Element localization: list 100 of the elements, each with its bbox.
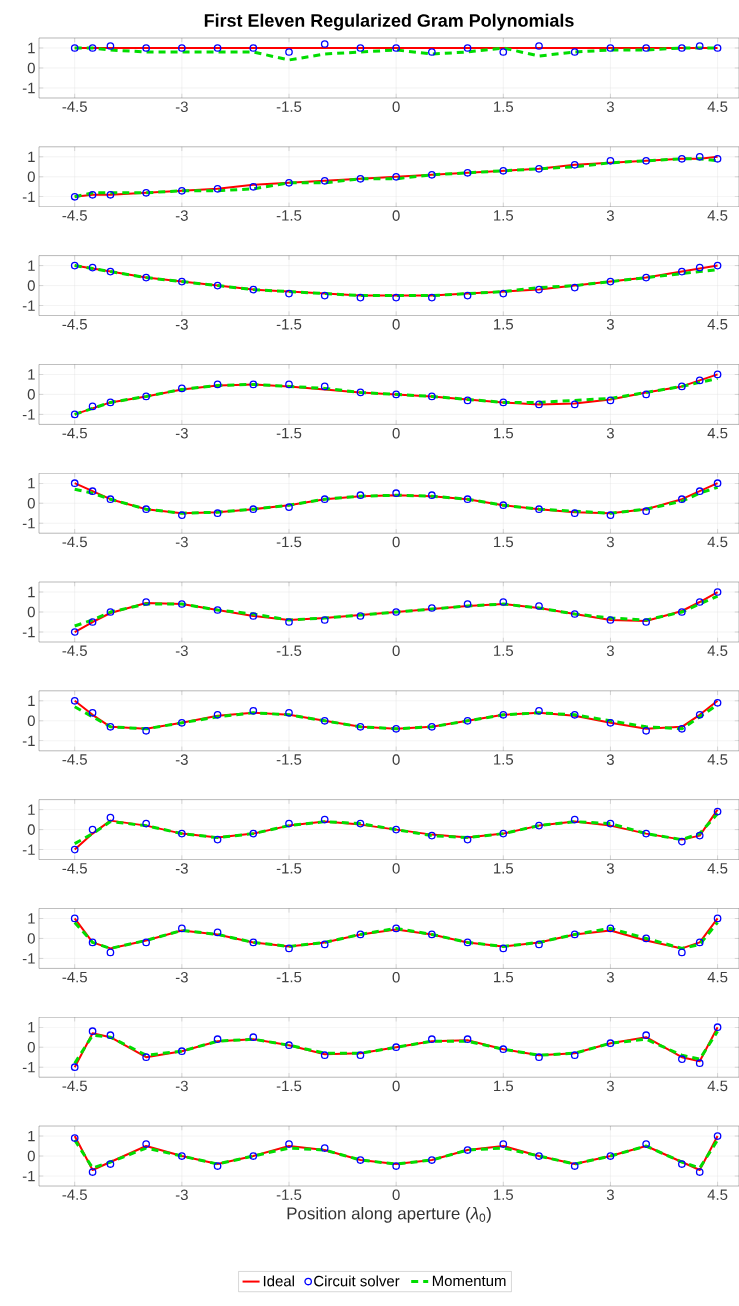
- x-tick-label: 0: [392, 971, 400, 983]
- point: [285, 503, 293, 512]
- x-tick-label: 4.5: [707, 101, 728, 112]
- point: [695, 710, 704, 719]
- point: [178, 1152, 186, 1160]
- point: [392, 724, 400, 733]
- y-tick-label: -1: [22, 409, 35, 420]
- point: [213, 1162, 222, 1170]
- x-tick-label: 0: [392, 645, 400, 657]
- point: [392, 390, 400, 399]
- point: [642, 1140, 650, 1148]
- point: [178, 186, 186, 195]
- point: [249, 1033, 258, 1042]
- point: [285, 1140, 293, 1148]
- point: [428, 170, 436, 179]
- point: [695, 152, 704, 161]
- point: [320, 716, 329, 725]
- x-tick-label: 1.5: [494, 1080, 514, 1092]
- y-tick-label: 0: [27, 933, 35, 944]
- point: [88, 1027, 97, 1036]
- point: [428, 1035, 436, 1044]
- point: [285, 380, 293, 389]
- point: [678, 382, 686, 391]
- point: [695, 598, 704, 606]
- x-tick-label: 0: [392, 210, 400, 221]
- point: [356, 612, 365, 620]
- y-tick-label: -1: [22, 518, 35, 529]
- point: [606, 1039, 615, 1048]
- x-tick-label: -1.5: [276, 210, 302, 221]
- point: [392, 1162, 400, 1170]
- x-tick-label: -4.5: [62, 863, 87, 874]
- point: [713, 588, 722, 596]
- point: [178, 44, 186, 52]
- point: [285, 944, 293, 953]
- point: [463, 716, 472, 725]
- point: [178, 1047, 186, 1056]
- point: [678, 1055, 686, 1064]
- point: [463, 938, 472, 947]
- point: [570, 283, 579, 292]
- x-tick-label: -3: [175, 210, 188, 221]
- x-tick-label: -1.5: [276, 319, 302, 330]
- point: [106, 267, 115, 276]
- point: [88, 402, 97, 411]
- y-tick-label: 1: [28, 913, 35, 924]
- point: [356, 44, 365, 52]
- point: [606, 718, 615, 727]
- point: [713, 479, 722, 488]
- point: [70, 192, 79, 201]
- point: [695, 1168, 704, 1176]
- point: [320, 616, 329, 624]
- y-tick-label: 0: [27, 280, 35, 291]
- point: [88, 618, 97, 626]
- point: [713, 261, 722, 270]
- legend-label: Momentum: [432, 1275, 506, 1287]
- x-tick-label: -1.5: [276, 754, 302, 765]
- point: [606, 616, 615, 624]
- x-tick-label: 4.5: [707, 754, 728, 765]
- point: [606, 924, 615, 933]
- x-tick-label: -4.5: [62, 536, 87, 548]
- point: [392, 293, 400, 302]
- x-tick-label: -3: [175, 754, 188, 765]
- point: [213, 509, 222, 518]
- x-tick-label: 4.5: [707, 210, 728, 221]
- x-tick-label: -3: [175, 971, 188, 983]
- point: [320, 940, 329, 949]
- x-tick-label: -1.5: [276, 536, 302, 548]
- point: [213, 928, 222, 937]
- x-tick-label: -1.5: [276, 427, 302, 439]
- point: [356, 930, 365, 939]
- point: [713, 370, 722, 379]
- point: [499, 1045, 508, 1054]
- point: [320, 495, 329, 504]
- x-tick-label: -3: [175, 1080, 188, 1092]
- point: [606, 396, 615, 405]
- point: [463, 1035, 472, 1044]
- y-tick-label: -1: [22, 191, 35, 202]
- y-tick-label: 1: [28, 151, 35, 162]
- x-tick-label: 4.5: [707, 863, 728, 874]
- point: [70, 410, 79, 419]
- x-tick-label: 3: [606, 101, 614, 113]
- y-tick-label: -1: [22, 844, 35, 855]
- point: [392, 608, 400, 616]
- point: [642, 273, 650, 282]
- point: [695, 1059, 704, 1068]
- point: [695, 376, 704, 385]
- point: [356, 293, 365, 302]
- x-tick-label: -1.5: [276, 645, 302, 656]
- x-tick-label: 1.5: [494, 1189, 514, 1200]
- y-tick-label: 0: [27, 389, 35, 400]
- point: [285, 1041, 293, 1050]
- point: [713, 1023, 722, 1032]
- point: [535, 1152, 543, 1160]
- point: [320, 815, 329, 824]
- y-tick-label: 1: [28, 586, 35, 598]
- point: [213, 184, 222, 193]
- y-tick-label: 0: [27, 606, 35, 618]
- point: [570, 1051, 579, 1060]
- x-tick-label: -3: [175, 863, 188, 874]
- x-tick-label: 3: [606, 536, 614, 548]
- x-tick-label: 3: [606, 427, 614, 439]
